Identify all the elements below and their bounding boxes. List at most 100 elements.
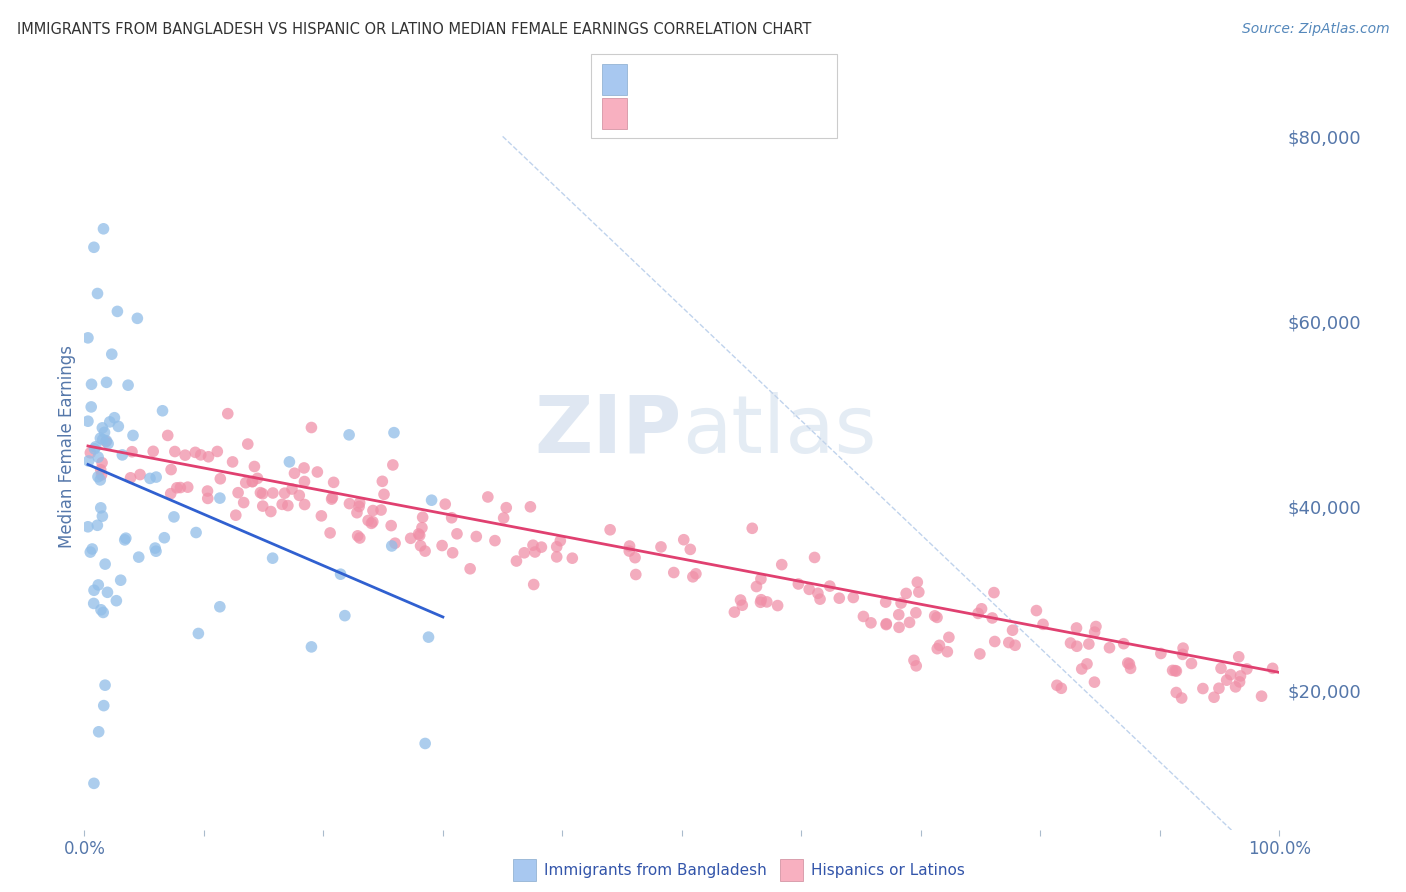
Point: [928, 638, 950, 652]
Point: [347, 500, 370, 514]
Point: [301, 420, 323, 434]
Point: [77, 414, 100, 428]
Point: [1166, 685, 1188, 699]
Point: [177, 480, 200, 494]
Point: [209, 472, 232, 486]
Point: [887, 607, 910, 622]
Point: [1180, 657, 1202, 671]
Point: [184, 445, 207, 459]
Point: [94, 434, 117, 449]
Point: [682, 570, 704, 584]
Point: [875, 595, 897, 609]
Point: [87, 470, 110, 484]
Point: [208, 491, 231, 505]
Point: [83, 776, 105, 790]
Point: [197, 491, 219, 506]
Point: [519, 500, 541, 514]
Point: [749, 592, 772, 607]
Point: [246, 471, 269, 485]
Point: [1084, 625, 1107, 640]
Point: [803, 550, 825, 565]
Point: [745, 580, 768, 594]
Point: [301, 640, 323, 654]
Point: [741, 521, 763, 535]
Point: [225, 508, 247, 523]
Point: [346, 529, 368, 543]
Point: [91, 421, 114, 435]
Point: [477, 490, 499, 504]
Point: [524, 545, 547, 559]
Point: [166, 481, 188, 495]
Point: [103, 410, 125, 425]
Text: R = -0.921   N = 201: R = -0.921 N = 201: [638, 103, 813, 120]
Point: [319, 525, 342, 540]
Point: [1116, 656, 1139, 670]
Point: [1166, 664, 1188, 678]
Point: [197, 483, 219, 498]
Point: [430, 539, 453, 553]
Point: [83, 442, 105, 456]
Point: [160, 462, 183, 476]
Point: [79, 545, 101, 559]
Point: [207, 444, 229, 458]
Point: [156, 428, 179, 442]
Point: [83, 240, 105, 254]
Point: [87, 578, 110, 592]
Point: [226, 485, 249, 500]
Point: [624, 567, 647, 582]
Point: [749, 572, 772, 586]
Point: [465, 529, 488, 543]
Point: [905, 658, 928, 673]
Point: [235, 475, 257, 490]
Point: [418, 630, 440, 644]
Point: [311, 508, 333, 523]
Point: [1225, 680, 1247, 694]
Point: [1209, 661, 1232, 675]
Point: [896, 586, 918, 600]
Point: [87, 450, 110, 465]
Point: [96, 434, 118, 448]
Point: [80, 400, 103, 414]
Point: [434, 497, 457, 511]
Point: [409, 539, 432, 553]
Point: [1076, 657, 1098, 671]
Point: [1046, 678, 1069, 692]
Point: [190, 448, 212, 462]
Point: [277, 499, 299, 513]
Point: [249, 485, 271, 500]
Point: [187, 626, 209, 640]
Point: [723, 605, 745, 619]
Point: [91, 456, 114, 470]
Text: Immigrants from Bangladesh: Immigrants from Bangladesh: [544, 863, 766, 878]
Point: [349, 531, 371, 545]
Point: [441, 546, 464, 560]
Point: [828, 591, 851, 606]
Point: [755, 595, 778, 609]
Point: [859, 615, 882, 630]
Point: [283, 467, 305, 481]
Point: [685, 566, 707, 581]
Point: [1161, 664, 1184, 678]
Point: [262, 486, 284, 500]
Point: [93, 425, 115, 440]
Point: [1229, 669, 1251, 683]
Point: [1208, 681, 1230, 696]
Point: [1227, 649, 1250, 664]
Point: [1066, 621, 1088, 635]
Point: [984, 634, 1007, 648]
Point: [1070, 662, 1092, 676]
Point: [152, 403, 174, 417]
Point: [413, 736, 436, 750]
Point: [842, 591, 865, 605]
Point: [970, 602, 993, 616]
Point: [349, 496, 371, 510]
Point: [505, 554, 527, 568]
Point: [890, 596, 912, 610]
Point: [875, 616, 897, 631]
Point: [86, 286, 108, 301]
Point: [129, 467, 152, 482]
Point: [110, 573, 132, 587]
Text: atlas: atlas: [682, 392, 876, 470]
Point: [546, 540, 568, 554]
Point: [288, 488, 311, 502]
